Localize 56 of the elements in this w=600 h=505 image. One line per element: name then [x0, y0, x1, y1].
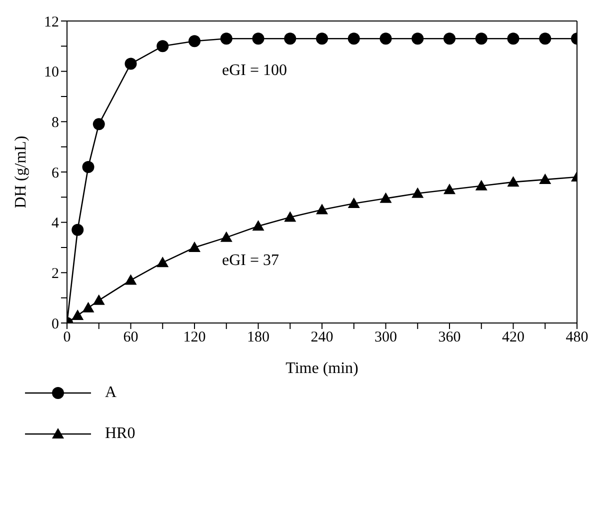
point [412, 187, 424, 198]
point [82, 160, 94, 173]
y-tick-label: 4 [52, 216, 60, 232]
point [412, 32, 424, 45]
point [188, 242, 200, 252]
point [539, 174, 552, 184]
legend-label: HR0 [105, 425, 136, 443]
y-axis-title: DH (g/mL) [12, 136, 30, 208]
point [475, 32, 488, 45]
point [284, 32, 296, 45]
x-tick-label: 360 [438, 330, 461, 346]
y-tick-label: 12 [44, 14, 59, 30]
point [72, 224, 84, 236]
point [82, 302, 94, 312]
y-tick-label: 6 [52, 165, 60, 182]
point [220, 231, 232, 242]
point [507, 176, 520, 187]
point [124, 58, 137, 70]
point [188, 35, 200, 48]
point [380, 32, 392, 45]
x-tick-label: 480 [566, 330, 588, 346]
y-tick-label: 2 [52, 266, 59, 282]
point [156, 40, 169, 52]
point [284, 211, 296, 222]
x-tick-label: 120 [183, 330, 206, 346]
point [348, 197, 360, 208]
point [252, 32, 264, 45]
point [316, 204, 328, 214]
point [444, 184, 456, 194]
point [475, 180, 488, 190]
point [507, 32, 520, 45]
point [124, 274, 137, 285]
point [92, 118, 105, 130]
point [252, 220, 264, 231]
x-tick-label: 180 [247, 330, 270, 346]
y-tick-label: 8 [52, 114, 59, 131]
point [539, 32, 552, 45]
annotation: eGI = 100 [222, 62, 288, 80]
legend-label: A [105, 384, 117, 402]
point [348, 32, 360, 45]
point [72, 309, 84, 320]
point [444, 32, 456, 45]
point [380, 192, 392, 203]
x-tick-label: 420 [502, 330, 524, 346]
x-tick-label: 0 [63, 330, 71, 346]
y-tick-label: 0 [52, 316, 59, 332]
y-tick-label: 10 [44, 64, 59, 81]
annotation: eGI = 37 [222, 252, 280, 270]
point [92, 294, 105, 305]
point [156, 256, 169, 268]
x-tick-label: 60 [123, 330, 138, 346]
x-tick-label: 300 [374, 330, 397, 346]
point [316, 32, 328, 45]
x-axis-title: Time (min) [286, 360, 358, 377]
point [220, 32, 232, 45]
x-tick-label: 240 [310, 330, 334, 346]
